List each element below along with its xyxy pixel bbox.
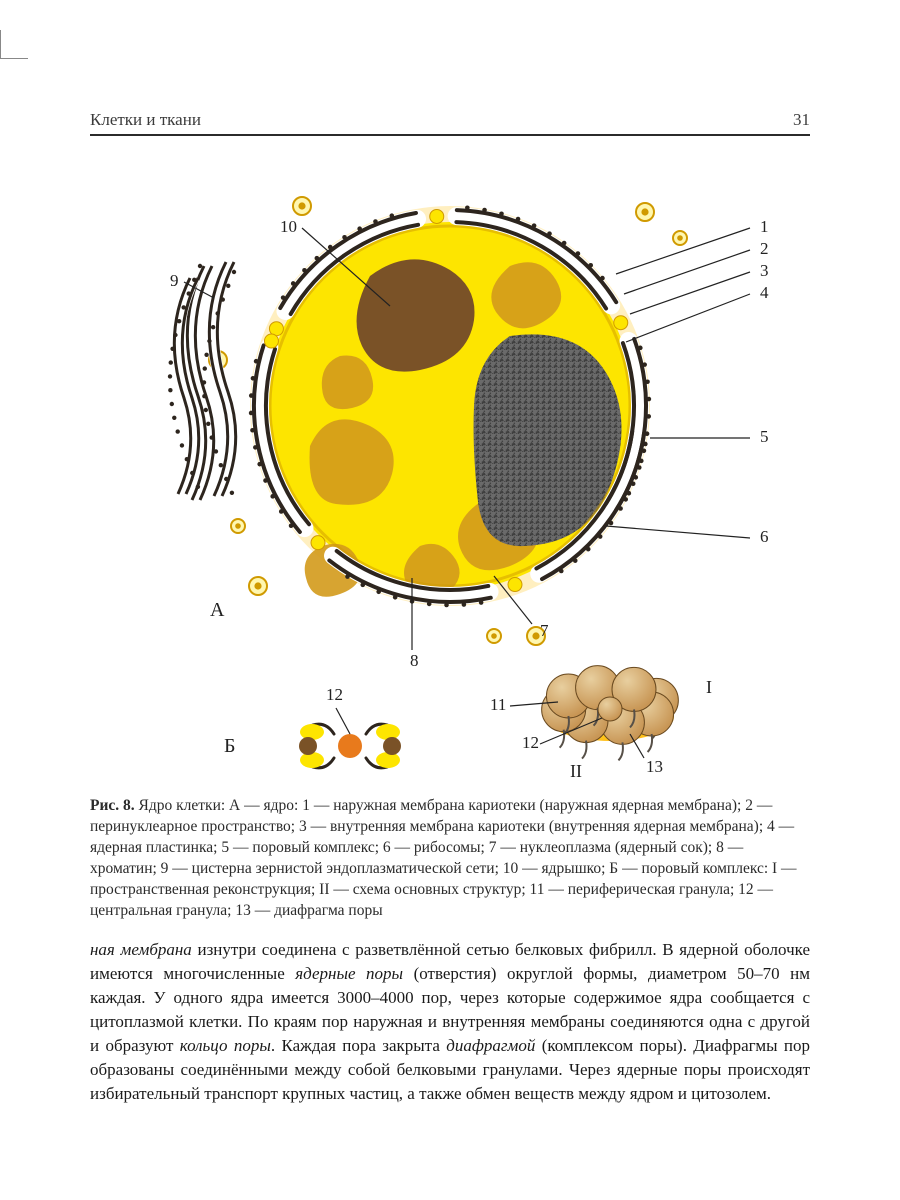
figure-8: А12345678910IIIБ11121312 <box>90 146 810 786</box>
svg-text:3: 3 <box>760 261 769 280</box>
body-seg-3: . Каждая пора закрыта <box>271 1036 446 1055</box>
svg-text:Б: Б <box>224 735 235 757</box>
crop-mark <box>0 30 1 58</box>
svg-text:5: 5 <box>760 427 769 446</box>
svg-text:9: 9 <box>170 271 179 290</box>
svg-text:4: 4 <box>760 283 769 302</box>
svg-text:12: 12 <box>326 685 343 704</box>
svg-text:2: 2 <box>760 239 769 258</box>
page-canvas: Клетки и ткани 31 А12345678910IIIБ111213… <box>0 0 900 1200</box>
section-title: Клетки и ткани <box>90 110 201 130</box>
body-italic-3: кольцо поры <box>180 1036 271 1055</box>
svg-text:10: 10 <box>280 217 297 236</box>
svg-text:11: 11 <box>490 695 506 714</box>
svg-text:13: 13 <box>646 757 663 776</box>
running-head: Клетки и ткани 31 <box>90 110 810 136</box>
figure-svg: А12345678910IIIБ11121312 <box>90 146 810 786</box>
caption-lead: Рис. 8. <box>90 797 135 814</box>
crop-mark <box>0 58 28 59</box>
svg-text:I: I <box>706 677 712 697</box>
body-italic-2: ядерные поры <box>295 964 403 983</box>
caption-text: Ядро клетки: А — ядро: 1 — наружная мемб… <box>90 797 797 919</box>
page-content: Клетки и ткани 31 А12345678910IIIБ111213… <box>90 110 810 1106</box>
svg-text:7: 7 <box>540 621 549 640</box>
body-italic-4: диафрагмой <box>446 1036 535 1055</box>
body-paragraph: ная мембрана изнутри соединена с разветв… <box>90 938 810 1107</box>
svg-text:А: А <box>210 599 225 621</box>
svg-text:8: 8 <box>410 651 419 670</box>
body-italic-1: ная мембрана <box>90 940 192 959</box>
svg-text:12: 12 <box>522 733 539 752</box>
svg-text:II: II <box>570 761 582 781</box>
page-number: 31 <box>793 110 810 130</box>
figure-caption: Рис. 8. Ядро клетки: А — ядро: 1 — наруж… <box>90 796 810 922</box>
svg-text:1: 1 <box>760 217 769 236</box>
svg-text:6: 6 <box>760 527 769 546</box>
